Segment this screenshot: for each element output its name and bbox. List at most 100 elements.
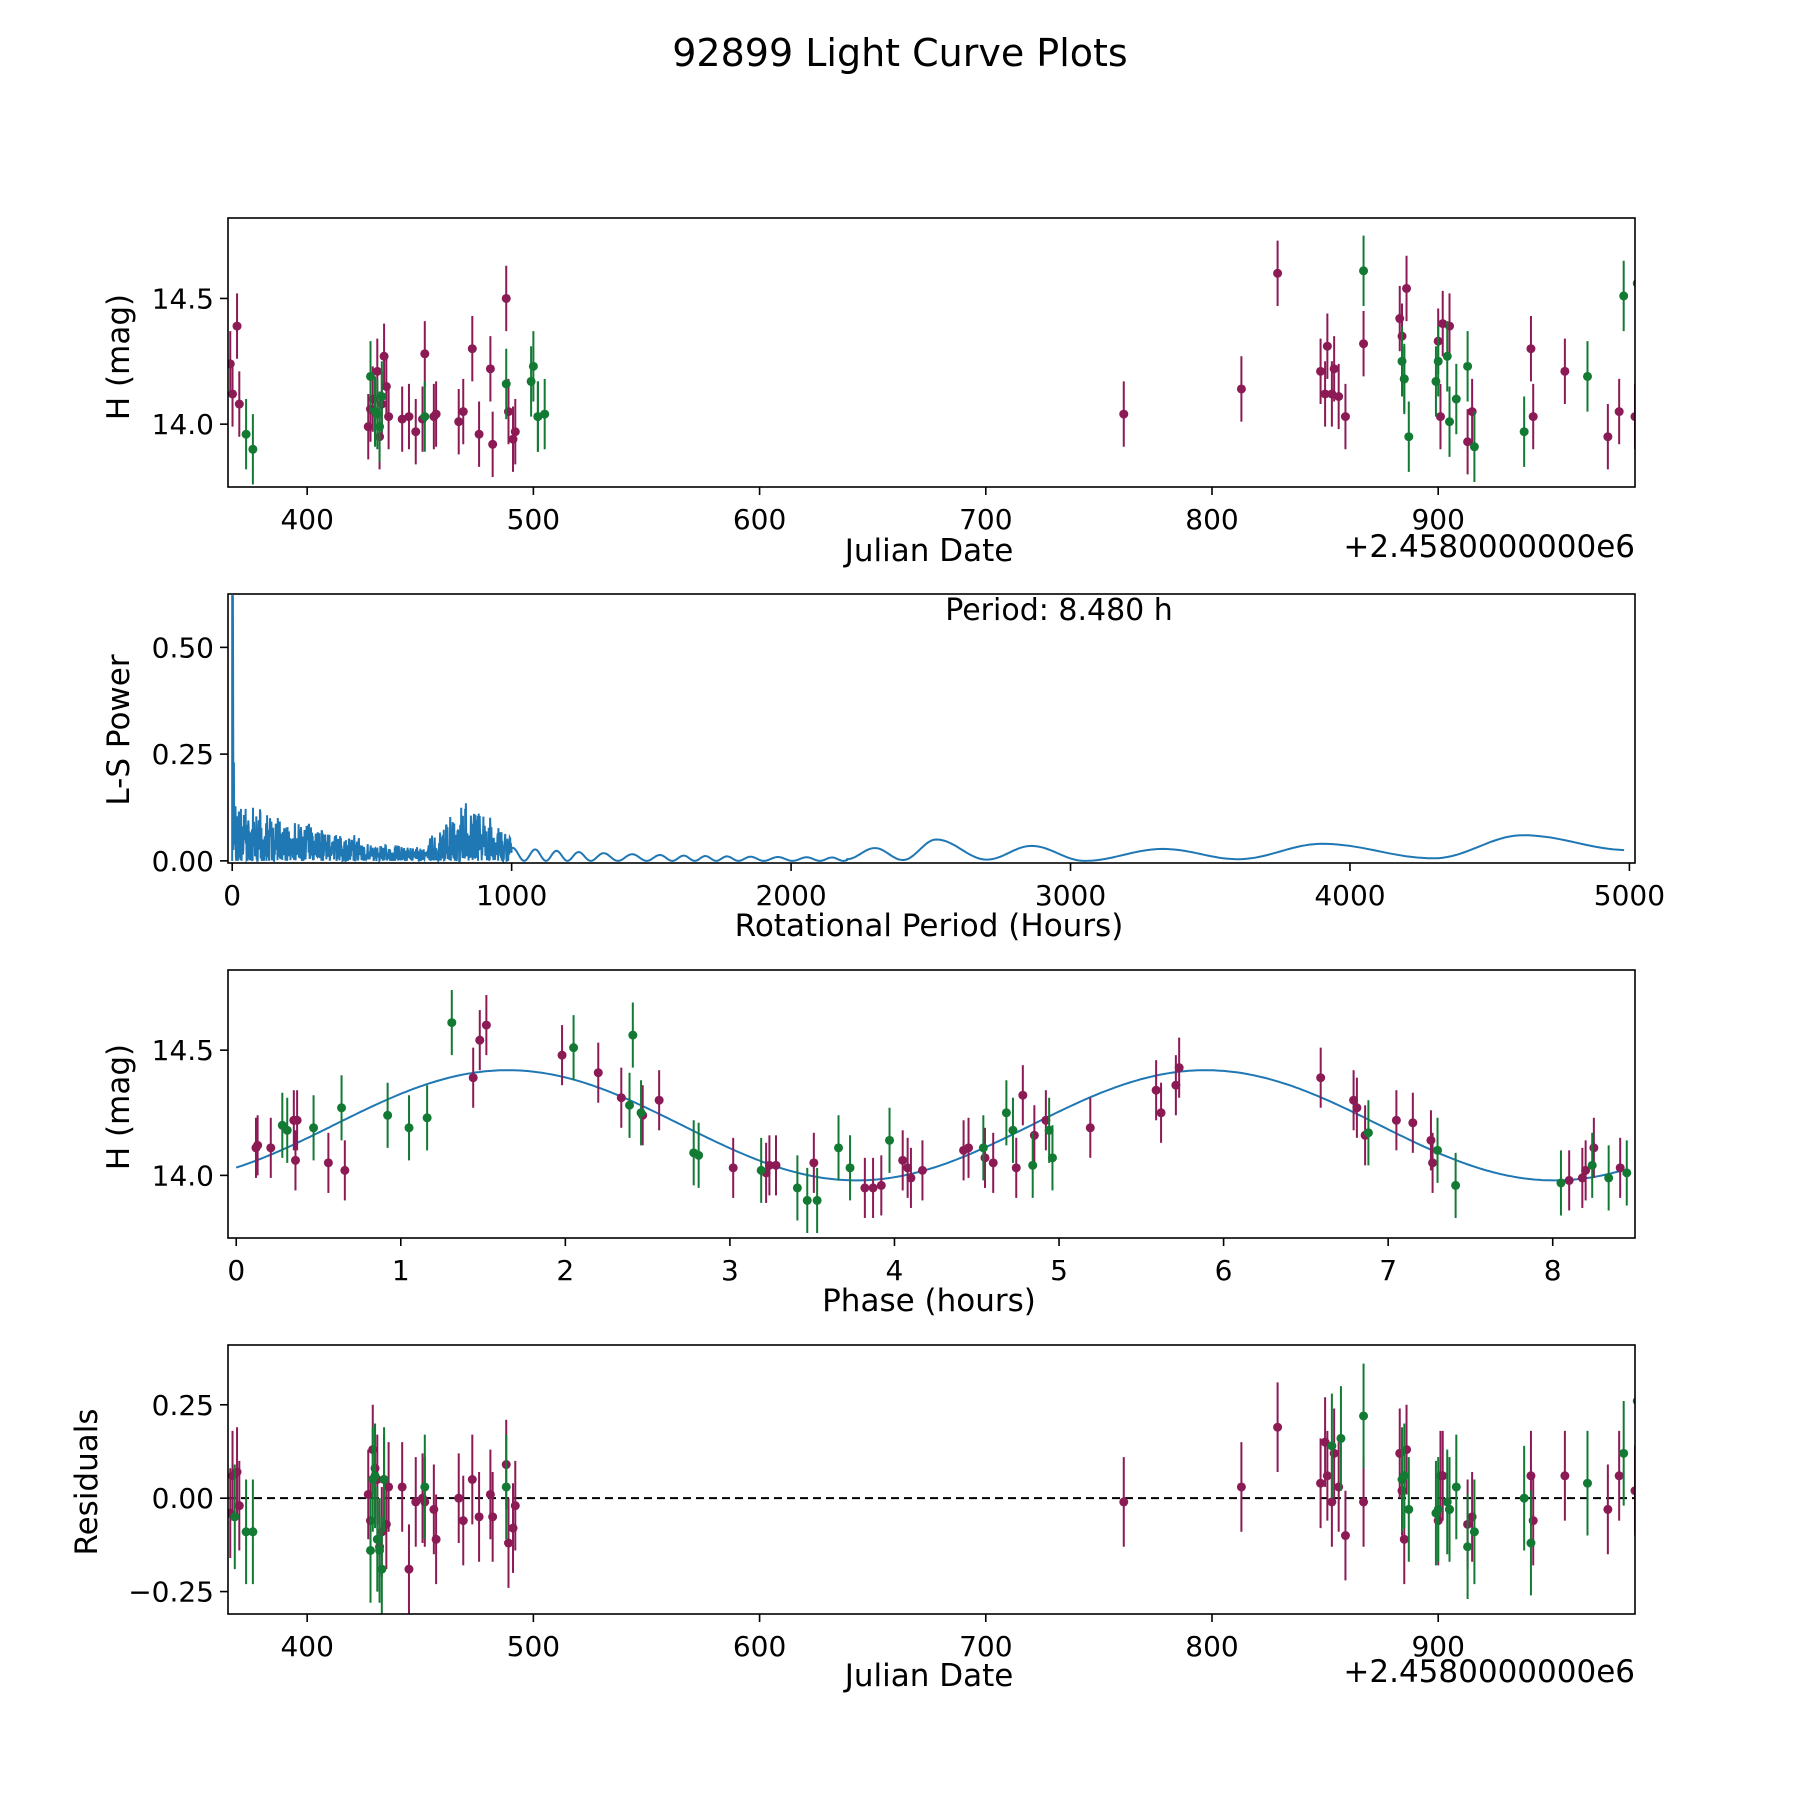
lc-maroon-point <box>458 407 468 417</box>
res-green-point <box>370 1471 380 1481</box>
phase-maroon-point <box>771 1160 781 1170</box>
phase-green-point <box>1451 1180 1461 1190</box>
light-curve-panel: Julian Date H (mag) +2.4580000000e6 400 5… <box>101 217 1636 569</box>
lc-green-point <box>1469 442 1479 452</box>
phase-maroon-point <box>468 1073 478 1083</box>
res-green-point <box>241 1527 251 1537</box>
phase-green-point <box>1556 1178 1566 1188</box>
phase-marks <box>235 990 1632 1233</box>
lc-maroon-point <box>397 414 407 424</box>
lc-green-point <box>501 379 511 389</box>
lc-maroon-point <box>1334 391 1344 401</box>
phase-green-point <box>792 1183 802 1193</box>
lc-y-axis-label: H (mag) <box>101 294 137 420</box>
res-green-point <box>379 1475 389 1484</box>
res-maroon-point <box>1560 1471 1570 1481</box>
res-green-point <box>1445 1504 1455 1514</box>
res-maroon-point <box>234 1501 244 1511</box>
phase-x-tick-label: 7 <box>1379 1254 1397 1287</box>
phase-maroon-point <box>1349 1095 1359 1105</box>
res-maroon-point <box>467 1475 477 1484</box>
ls-axes-frame <box>227 593 1636 864</box>
lc-maroon-point <box>1560 366 1570 376</box>
phase-green-point <box>404 1123 414 1133</box>
res-x-tick-label: 400 <box>280 1630 333 1663</box>
phase-panel: Phase (hours) H (mag) 0 1 2 3 4 5 6 7 8 14.0 14.5 <box>101 969 1636 1319</box>
lc-x-tick-label: 400 <box>280 503 333 536</box>
res-green-point <box>1632 1397 1635 1405</box>
ls-plot-area: 0 1000 2000 3000 4000 5000 0.00 0.25 0.50 <box>152 593 1665 912</box>
lc-maroon-point <box>1322 341 1332 351</box>
figure-title: 92899 Light Curve Plots <box>672 31 1127 75</box>
phase-maroon-point <box>1577 1173 1587 1183</box>
phase-x-tick-label: 2 <box>556 1254 574 1287</box>
phase-maroon-point <box>1085 1123 1095 1133</box>
res-maroon-point <box>1273 1422 1283 1432</box>
phase-green-point <box>636 1108 646 1118</box>
phase-maroon-point <box>1156 1108 1166 1118</box>
phase-maroon-point <box>809 1158 819 1168</box>
lc-maroon-point <box>501 293 511 303</box>
res-maroon-point <box>1359 1497 1369 1507</box>
phase-maroon-point <box>964 1143 974 1153</box>
phase-green-point <box>628 1030 638 1040</box>
phase-maroon-point <box>1011 1163 1021 1173</box>
lc-maroon-point <box>1316 366 1326 376</box>
phase-green-point <box>1044 1125 1054 1135</box>
res-x-tick-label: 700 <box>959 1630 1012 1663</box>
res-maroon-point <box>510 1501 520 1511</box>
phase-maroon-point <box>593 1068 603 1078</box>
res-y-tick-label: −0.25 <box>128 1576 214 1609</box>
res-green-point <box>1619 1448 1629 1458</box>
phase-maroon-point <box>860 1183 870 1193</box>
lc-green-point <box>1632 279 1635 288</box>
lc-maroon-point <box>1603 432 1613 442</box>
phase-maroon-point <box>728 1163 738 1173</box>
lc-x-tick-label: 800 <box>1185 503 1238 536</box>
lc-green-point <box>528 361 538 371</box>
lc-green-point <box>1582 371 1592 381</box>
phase-green-point <box>422 1113 432 1123</box>
lc-green-point <box>1451 394 1461 404</box>
res-y-tick-label: 0.00 <box>152 1482 214 1515</box>
lc-y-tick-label: 14.5 <box>152 282 214 315</box>
res-y-axis-label: Residuals <box>69 1408 105 1555</box>
res-maroon-point <box>1630 1486 1635 1496</box>
lc-maroon-point <box>1630 412 1635 422</box>
phase-maroon-point <box>1391 1115 1401 1125</box>
lc-green-point <box>1445 417 1455 427</box>
phase-maroon-point <box>481 1020 491 1030</box>
ls-y-tick-label: 0.50 <box>152 631 214 664</box>
res-maroon-point <box>1438 1471 1448 1481</box>
res-maroon-point <box>411 1497 421 1507</box>
res-maroon-point <box>1603 1504 1613 1514</box>
lc-maroon-point <box>1340 412 1350 422</box>
phase-maroon-point <box>1316 1073 1326 1083</box>
lc-maroon-point <box>1526 344 1536 354</box>
phase-green-point <box>694 1150 704 1160</box>
ls-y-axis-label: L-S Power <box>101 654 137 805</box>
res-maroon-point <box>1236 1482 1246 1492</box>
phase-green-point <box>1001 1108 1011 1118</box>
phase-x-tick-label: 3 <box>721 1254 739 1287</box>
phase-x-tick-label: 4 <box>886 1254 904 1287</box>
phase-green-point <box>802 1195 812 1205</box>
res-green-point <box>1359 1411 1369 1421</box>
phase-green-point <box>1363 1128 1373 1138</box>
lc-maroon-point <box>485 364 495 374</box>
phase-y-tick-label: 14.0 <box>152 1159 214 1192</box>
lc-maroon-point <box>1236 384 1246 394</box>
phase-green-point <box>383 1110 393 1120</box>
phase-maroon-point <box>876 1180 886 1190</box>
phase-maroon-point <box>868 1183 878 1193</box>
phase-maroon-point <box>290 1155 300 1165</box>
res-x-tick-label: 500 <box>507 1630 560 1663</box>
phase-maroon-point <box>903 1163 913 1173</box>
lc-green-point <box>377 391 387 401</box>
phase-maroon-point <box>1174 1063 1184 1073</box>
res-green-point <box>366 1545 376 1555</box>
phase-green-point <box>1047 1153 1057 1163</box>
lc-plot-area: 400 500 600 700 800 900 14.0 14.5 <box>152 217 1636 536</box>
phase-maroon-point <box>475 1035 485 1045</box>
